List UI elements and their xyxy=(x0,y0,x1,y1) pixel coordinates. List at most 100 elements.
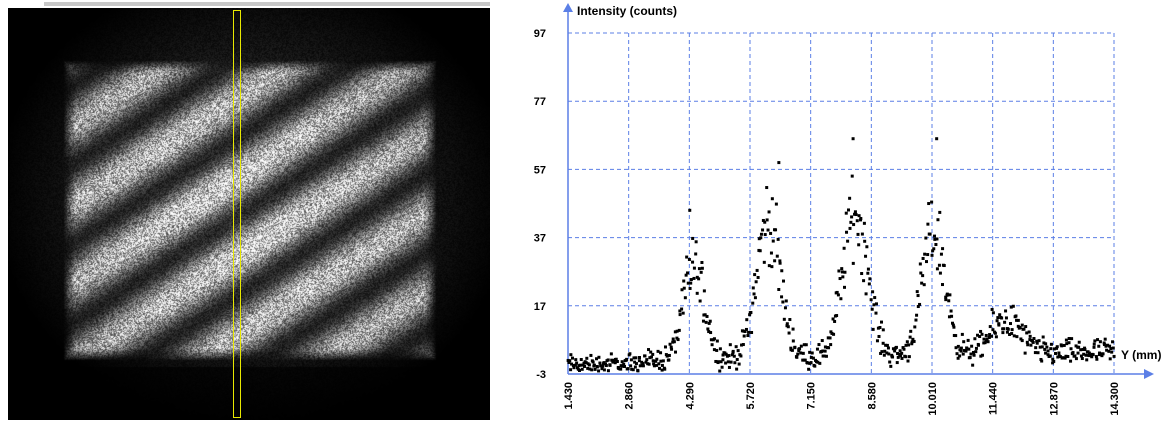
data-point xyxy=(891,355,895,359)
data-point xyxy=(885,351,889,355)
data-point xyxy=(823,345,827,349)
data-point xyxy=(983,341,987,345)
data-point xyxy=(888,360,892,364)
data-point xyxy=(1001,331,1005,335)
data-point xyxy=(990,334,994,338)
data-point xyxy=(793,345,797,349)
data-point xyxy=(948,293,952,297)
data-point xyxy=(947,315,951,319)
data-point xyxy=(1109,347,1113,351)
image-scrollbar[interactable] xyxy=(44,2,490,6)
roi-selection-rectangle[interactable] xyxy=(233,10,241,418)
data-point xyxy=(784,299,788,303)
data-point xyxy=(804,343,808,347)
data-point xyxy=(927,202,931,206)
data-point xyxy=(949,309,953,313)
data-point xyxy=(593,367,597,371)
data-point xyxy=(1015,318,1019,322)
data-point xyxy=(706,327,710,331)
data-point xyxy=(909,329,913,333)
data-point xyxy=(1027,330,1031,334)
data-point xyxy=(871,327,875,331)
data-point xyxy=(648,356,652,360)
data-point xyxy=(1032,337,1036,341)
data-point xyxy=(850,215,854,219)
data-point xyxy=(1003,320,1007,324)
data-point xyxy=(1029,343,1033,347)
data-point xyxy=(1067,341,1071,345)
data-point xyxy=(997,323,1001,327)
data-point xyxy=(862,221,866,225)
data-point xyxy=(870,307,874,311)
data-point xyxy=(904,343,908,347)
data-point xyxy=(699,270,703,274)
data-point xyxy=(831,317,835,321)
data-point xyxy=(611,360,615,364)
data-point xyxy=(750,330,754,334)
data-point xyxy=(714,359,718,363)
data-point xyxy=(1077,340,1081,344)
data-point xyxy=(853,210,857,214)
data-point xyxy=(783,306,787,310)
data-point xyxy=(606,369,610,373)
data-point xyxy=(896,352,900,356)
data-point xyxy=(815,347,819,351)
data-point xyxy=(885,343,889,347)
data-point xyxy=(754,280,758,284)
data-point xyxy=(827,346,831,350)
data-point xyxy=(622,364,626,368)
data-point xyxy=(1112,354,1116,358)
data-point xyxy=(600,367,604,371)
data-point xyxy=(584,361,588,365)
data-point xyxy=(688,286,692,290)
data-point xyxy=(734,345,738,349)
data-point xyxy=(628,352,632,356)
data-point xyxy=(916,294,920,298)
data-point xyxy=(569,368,573,372)
data-point xyxy=(880,320,884,324)
data-point xyxy=(895,361,899,365)
data-point xyxy=(902,347,906,351)
data-point xyxy=(1018,325,1022,329)
data-point xyxy=(938,271,942,275)
data-point xyxy=(839,297,843,301)
data-point xyxy=(862,279,866,283)
data-point xyxy=(1023,351,1027,355)
data-point xyxy=(918,262,922,266)
x-tick-label: 8.580 xyxy=(866,382,878,410)
data-point xyxy=(1034,346,1038,350)
data-point xyxy=(1066,355,1070,359)
data-point xyxy=(887,352,891,356)
data-point xyxy=(720,365,724,369)
data-point xyxy=(680,307,684,311)
data-point xyxy=(707,321,711,325)
data-point xyxy=(956,356,960,360)
data-point xyxy=(932,247,936,251)
data-point xyxy=(680,288,684,292)
data-point xyxy=(1060,344,1064,348)
data-point xyxy=(938,210,942,214)
data-point xyxy=(649,355,653,359)
camera-image-panel xyxy=(0,0,498,425)
data-point xyxy=(1055,345,1059,349)
data-point xyxy=(751,286,755,290)
x-tick-label: 5.720 xyxy=(745,382,757,410)
data-point xyxy=(766,228,770,232)
data-point xyxy=(601,364,605,368)
data-point xyxy=(619,367,623,371)
data-point xyxy=(749,310,753,314)
data-point xyxy=(1062,343,1066,347)
data-point xyxy=(1069,347,1073,351)
data-point xyxy=(881,328,885,332)
data-point xyxy=(709,338,713,342)
data-point xyxy=(678,313,682,317)
data-point xyxy=(823,349,827,353)
data-point xyxy=(595,365,599,369)
data-point xyxy=(1052,347,1056,351)
data-point xyxy=(859,217,863,221)
data-point xyxy=(1057,351,1061,355)
data-point xyxy=(588,367,592,371)
data-point xyxy=(1074,344,1078,348)
data-point xyxy=(756,275,760,279)
data-point xyxy=(979,329,983,333)
